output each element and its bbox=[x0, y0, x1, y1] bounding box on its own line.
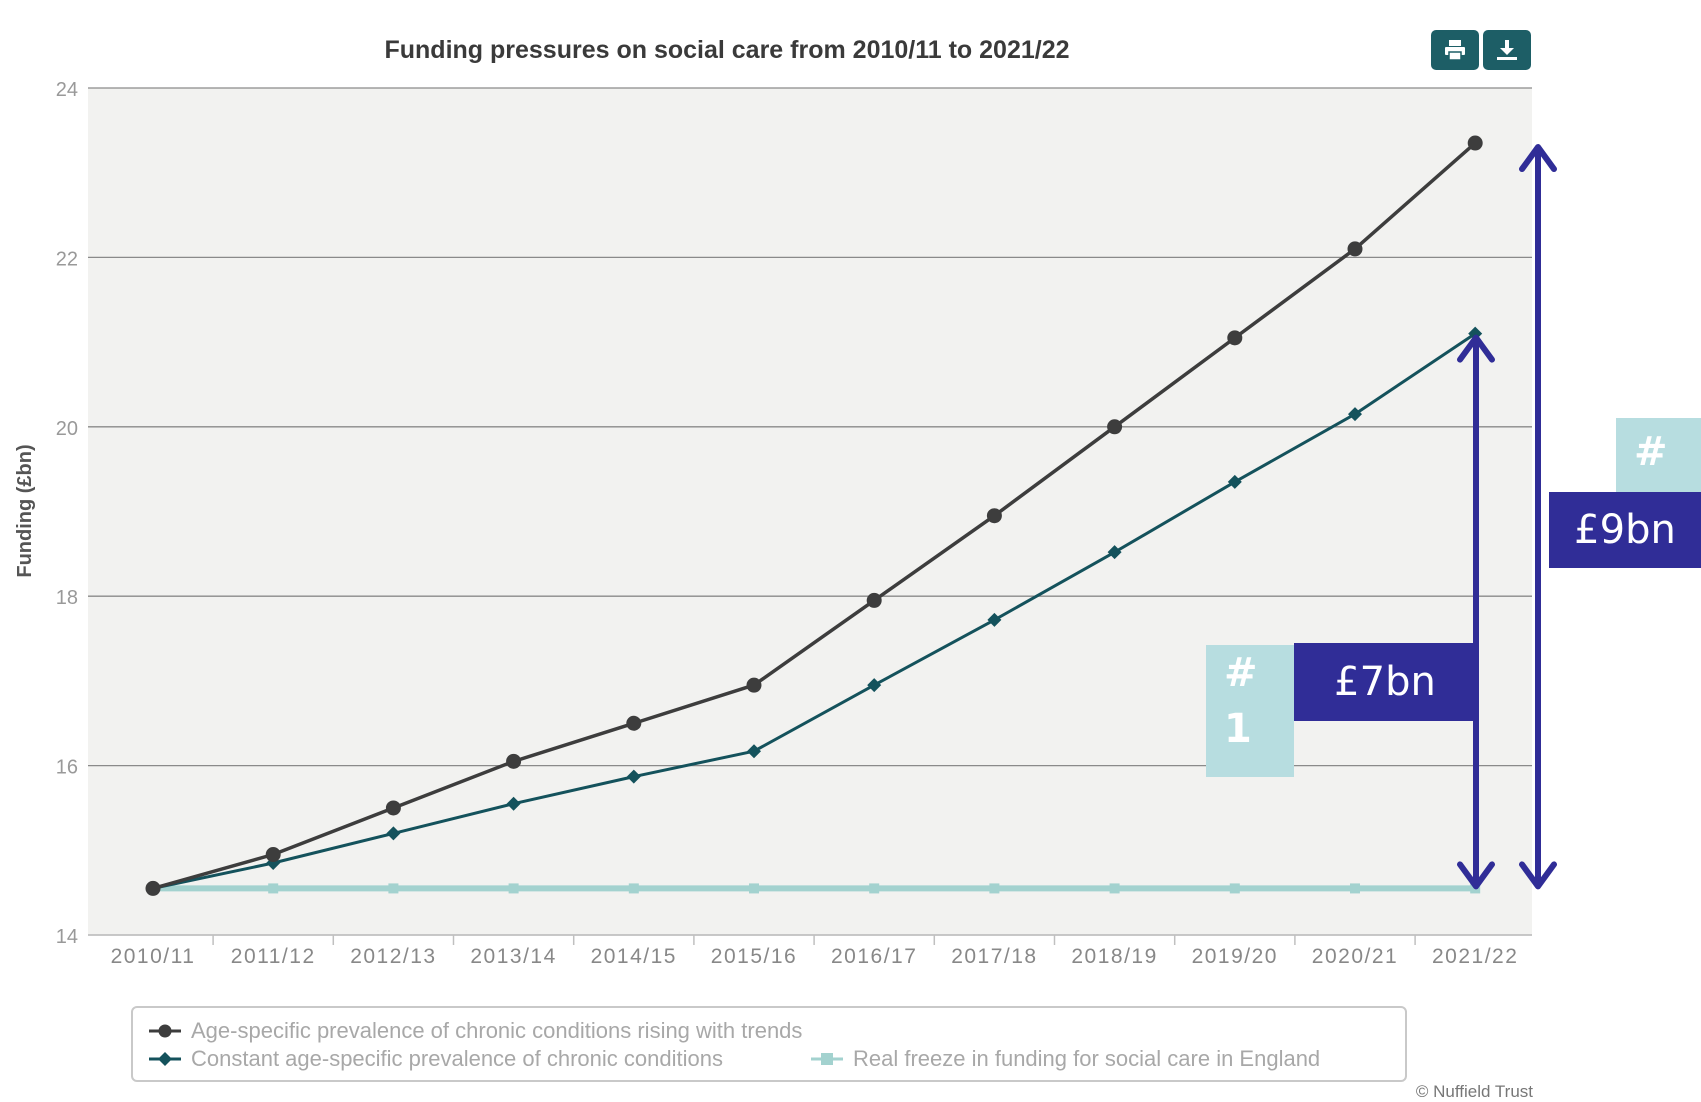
legend-item-series-c[interactable]: Real freeze in funding for social care i… bbox=[811, 1046, 1320, 1072]
data-point-diamond bbox=[506, 796, 521, 811]
legend-marker-square-icon bbox=[811, 1053, 843, 1065]
download-icon bbox=[1497, 40, 1517, 60]
data-point-circle bbox=[1467, 135, 1483, 151]
data-point-square bbox=[989, 883, 1000, 894]
x-tick-label: 2021/22 bbox=[1432, 945, 1518, 968]
y-tick-label: 24 bbox=[56, 79, 78, 101]
annotation-inner-badge: # 1 bbox=[1206, 645, 1294, 777]
data-point-diamond bbox=[1107, 545, 1122, 560]
data-point-diamond bbox=[386, 826, 401, 841]
y-tick-label: 22 bbox=[56, 248, 78, 270]
legend-label: Constant age-specific prevalence of chro… bbox=[191, 1046, 723, 1071]
data-point-circle bbox=[385, 800, 401, 816]
data-point-circle bbox=[1227, 330, 1243, 346]
data-point-circle bbox=[866, 592, 882, 608]
y-axis-label: Funding (£bn) bbox=[14, 444, 36, 577]
data-point-diamond bbox=[987, 612, 1002, 627]
chart-title: Funding pressures on social care from 20… bbox=[384, 36, 1069, 64]
legend-marker-circle-icon bbox=[149, 1024, 181, 1038]
data-point-square bbox=[268, 883, 279, 894]
annotation-outer-label: £9bn bbox=[1549, 492, 1701, 568]
x-tick-label: 2016/17 bbox=[831, 945, 917, 968]
x-tick-label: 2014/15 bbox=[591, 945, 677, 968]
data-point-square bbox=[388, 883, 399, 894]
data-point-circle bbox=[265, 847, 281, 863]
data-point-diamond bbox=[1348, 407, 1362, 422]
y-tick-label: 16 bbox=[56, 757, 78, 779]
print-button[interactable] bbox=[1431, 30, 1479, 70]
data-point-diamond bbox=[747, 744, 761, 759]
x-tick-label: 2011/12 bbox=[231, 945, 316, 968]
data-point-circle bbox=[986, 508, 1002, 524]
x-tick-label: 2019/20 bbox=[1192, 945, 1278, 968]
legend-label: Age-specific prevalence of chronic condi… bbox=[191, 1018, 803, 1043]
legend-marker-diamond-icon bbox=[149, 1052, 181, 1066]
x-tick-label: 2012/13 bbox=[350, 945, 436, 968]
x-tick-label: 2017/18 bbox=[951, 945, 1037, 968]
data-point-square bbox=[869, 883, 880, 894]
data-point-circle bbox=[145, 880, 161, 896]
y-tick-label: 20 bbox=[56, 418, 78, 440]
legend: Age-specific prevalence of chronic condi… bbox=[131, 1006, 1407, 1082]
data-point-circle bbox=[626, 715, 642, 731]
data-point-diamond bbox=[867, 678, 882, 693]
y-tick-label: 14 bbox=[56, 926, 78, 948]
series-line-2 bbox=[152, 332, 1477, 890]
annotation-outer-badge: # bbox=[1616, 418, 1701, 492]
y-tick-label: 18 bbox=[56, 587, 78, 609]
legend-item-series-b[interactable]: Constant age-specific prevalence of chro… bbox=[149, 1046, 723, 1072]
data-point-square bbox=[508, 883, 519, 894]
arrow-inner-head-up bbox=[1457, 334, 1495, 363]
data-point-diamond bbox=[1227, 474, 1242, 489]
series-line-1 bbox=[152, 141, 1477, 891]
data-point-diamond bbox=[626, 769, 641, 784]
plot-area bbox=[88, 88, 1532, 935]
x-tick-label: 2018/19 bbox=[1071, 945, 1157, 968]
data-point-square bbox=[749, 883, 759, 894]
arrow-inner-head-down bbox=[1457, 861, 1495, 890]
data-point-square bbox=[1350, 883, 1360, 894]
data-point-circle bbox=[1347, 241, 1363, 257]
data-point-circle bbox=[746, 677, 762, 693]
credit: © Nuffield Trust bbox=[1415, 1082, 1533, 1101]
x-tick-label: 2015/16 bbox=[711, 945, 797, 968]
arrow-outer-head-up bbox=[1519, 144, 1557, 173]
arrow-outer-head-down bbox=[1519, 861, 1557, 890]
data-point-square bbox=[1109, 883, 1120, 894]
x-tick-label: 2020/21 bbox=[1312, 945, 1398, 968]
data-point-square bbox=[1229, 883, 1240, 894]
data-point-circle bbox=[506, 753, 522, 769]
x-tick-label: 2013/14 bbox=[470, 945, 556, 968]
legend-label: Real freeze in funding for social care i… bbox=[853, 1046, 1321, 1071]
legend-item-series-a[interactable]: Age-specific prevalence of chronic condi… bbox=[149, 1018, 802, 1044]
x-tick-label: 2010/11 bbox=[111, 945, 196, 968]
printer-icon bbox=[1445, 40, 1465, 61]
annotation-inner-label: £7bn bbox=[1294, 643, 1476, 721]
data-point-circle bbox=[1107, 419, 1123, 435]
data-point-square bbox=[628, 883, 639, 894]
download-button[interactable] bbox=[1483, 30, 1531, 70]
